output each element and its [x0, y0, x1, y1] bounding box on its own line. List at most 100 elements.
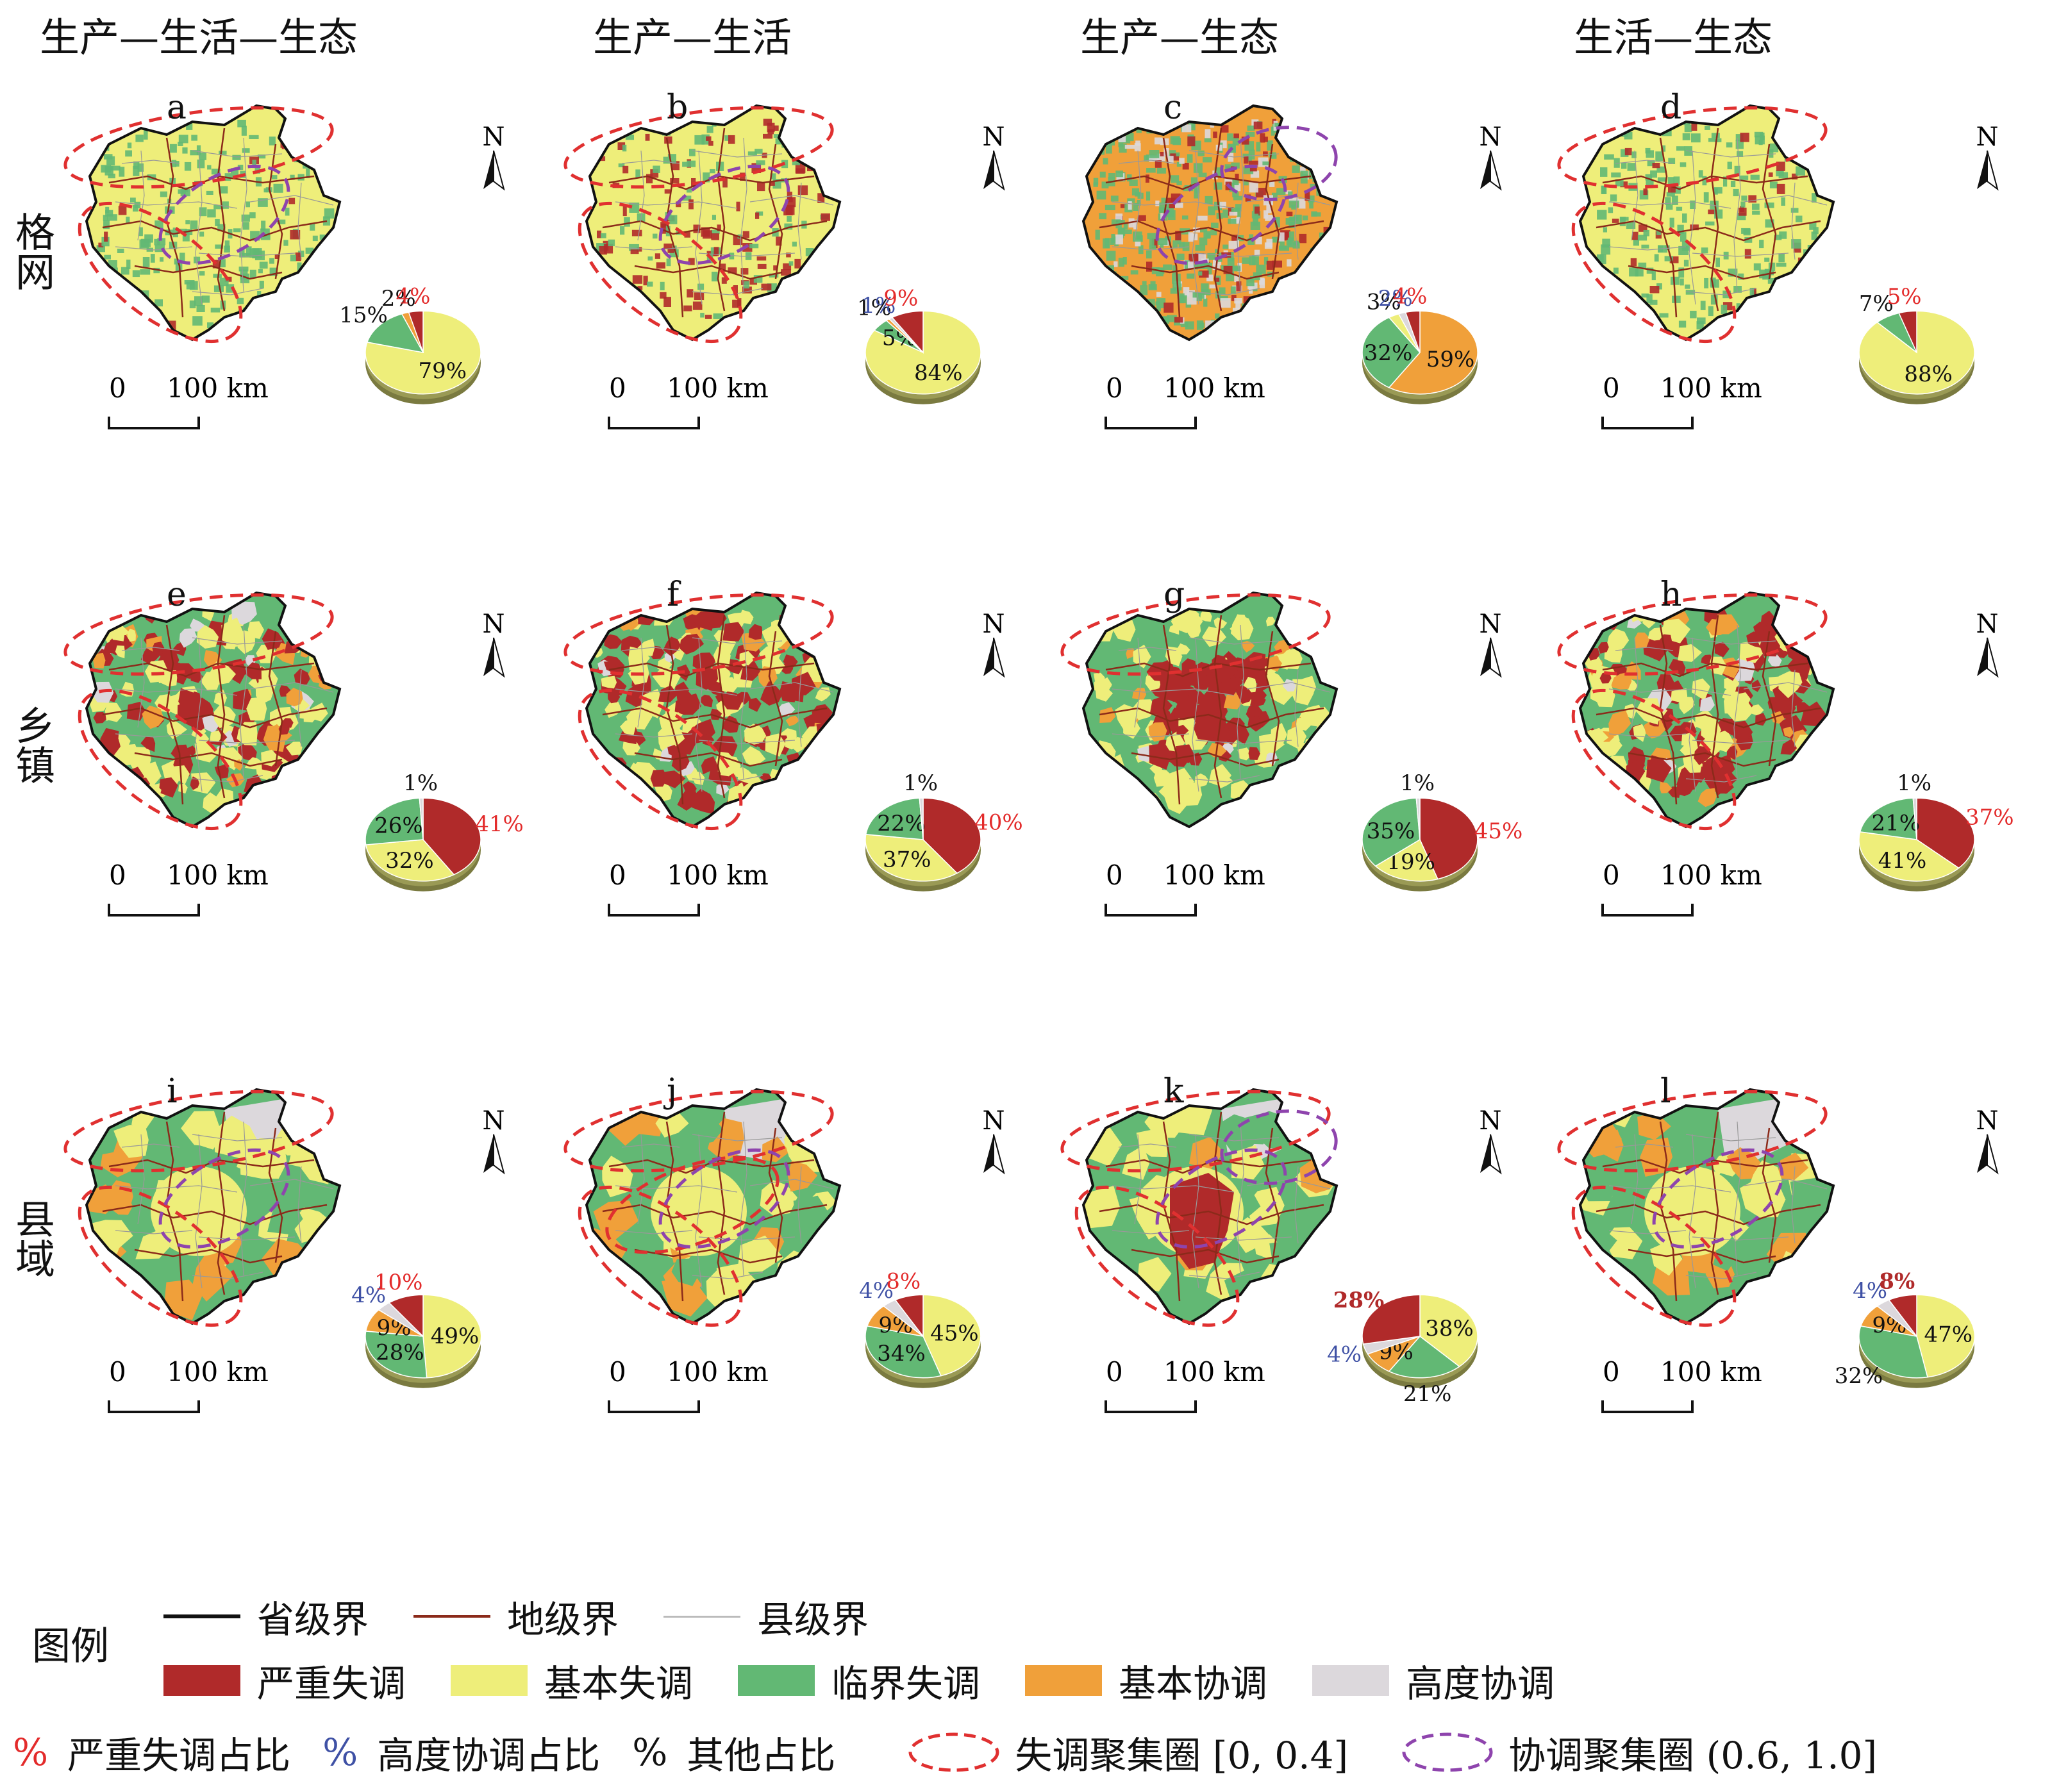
unit-patch [237, 722, 258, 746]
grid-cell [118, 206, 127, 215]
grid-cell [1292, 165, 1300, 173]
grid-cell [823, 285, 833, 292]
grid-cell [1811, 231, 1817, 240]
unit-patch [608, 690, 621, 704]
scale-bar: 0 100 km [1105, 1356, 1265, 1413]
unit-patch [308, 748, 333, 773]
county-boundary [692, 1134, 783, 1141]
scale-line [1601, 417, 1694, 429]
unit-patch [667, 745, 678, 757]
pie-label: 45% [1474, 818, 1523, 844]
grid-cell [729, 253, 735, 260]
grid-cell [308, 269, 317, 273]
county-boundary [240, 137, 247, 292]
grid-cell [783, 263, 792, 270]
coordination-cluster-circle [1652, 1148, 1784, 1249]
unit-patch [1601, 756, 1628, 779]
grid-cell [1646, 267, 1654, 274]
scale-km: 100 km [667, 859, 769, 891]
unit-patch [231, 601, 257, 625]
grid-cell [826, 164, 835, 173]
unit-patch [813, 777, 833, 793]
grid-cell [1743, 228, 1751, 236]
grid-cell [1187, 136, 1196, 147]
grid-cell [1306, 307, 1313, 314]
unit-patch [1656, 674, 1674, 693]
unit-patch [311, 702, 328, 722]
row-header-county-text: 县域 [8, 1199, 55, 1278]
coord-circle-swatch [1402, 1732, 1493, 1772]
grid-cell [103, 291, 108, 299]
prefecture-boundary [602, 220, 828, 242]
unit-patch [1597, 642, 1609, 654]
unit-patch [1596, 613, 1609, 629]
pie-slice-basic_imbalance [1916, 1294, 1976, 1378]
county-boundary [1118, 1143, 1177, 1148]
grid-cell [1641, 244, 1649, 249]
grid-cell [1809, 222, 1817, 230]
grid-cell [1594, 123, 1604, 129]
grid-cell [1246, 279, 1255, 286]
grid-cell [1254, 249, 1260, 256]
grid-cell [310, 222, 315, 231]
unit-patch [721, 691, 743, 710]
grid-cell [1270, 307, 1274, 314]
grid-cell [1103, 238, 1110, 249]
unit-patch [1789, 776, 1805, 790]
grid-cell [629, 244, 639, 251]
grid-cell [625, 135, 634, 140]
prefecture-boundary [1265, 631, 1280, 767]
unit-patch [793, 1195, 830, 1229]
grid-cell [785, 305, 794, 315]
grid-cell [647, 256, 653, 261]
grid-cell [1723, 176, 1728, 187]
grid-cell [279, 298, 289, 303]
unit-patch [276, 1278, 304, 1303]
grid-cell [288, 197, 296, 204]
unit-patch [1781, 1113, 1812, 1134]
grid-cell [269, 258, 274, 264]
grid-cell [199, 153, 206, 160]
county-boundary [1134, 637, 1142, 728]
legend-basic-imbalance: 基本失调 [451, 1654, 693, 1707]
county-boundary [1246, 682, 1331, 693]
pie-slice-basic_imbalance [1419, 1294, 1478, 1368]
grid-cell [318, 283, 326, 289]
grid-cell [1727, 162, 1732, 170]
grid-cell [106, 156, 115, 166]
county-boundary [698, 740, 796, 744]
prefecture-boundary [1762, 1127, 1777, 1263]
unit-patch [787, 1161, 818, 1192]
grid-cell [132, 270, 140, 278]
basic-coord-label: 基本协调 [1119, 1662, 1268, 1705]
grid-cell [687, 160, 696, 167]
unit-patch [1790, 1177, 1833, 1211]
grid-cell [1197, 271, 1203, 276]
grid-cell [1268, 152, 1276, 158]
county-boundary [621, 160, 680, 164]
grid-cell [1645, 174, 1653, 181]
unit-patch [1099, 707, 1116, 723]
grid-cell [1115, 234, 1123, 245]
grid-cell [213, 274, 222, 278]
scale-km: 100 km [167, 1356, 269, 1388]
grid-cell [178, 189, 186, 194]
grid-cell [1253, 213, 1259, 220]
unit-patch [1133, 644, 1151, 668]
grid-cell [1274, 310, 1280, 321]
grid-cell [1635, 269, 1644, 277]
north-label: N [1976, 610, 1999, 639]
grid-cell [319, 300, 329, 310]
grid-cell [1271, 192, 1278, 201]
grid-cell [294, 285, 301, 292]
grid-cell [1131, 188, 1140, 195]
prefecture-boundary [1596, 707, 1821, 729]
grid-cell [1167, 197, 1176, 203]
unit-patch [246, 697, 267, 721]
grid-cell [1631, 151, 1637, 158]
grid-cell [1649, 286, 1660, 294]
grid-cell [309, 278, 317, 288]
county-boundary [695, 637, 703, 792]
grid-cell [1126, 133, 1134, 142]
grid-cell [661, 224, 668, 234]
